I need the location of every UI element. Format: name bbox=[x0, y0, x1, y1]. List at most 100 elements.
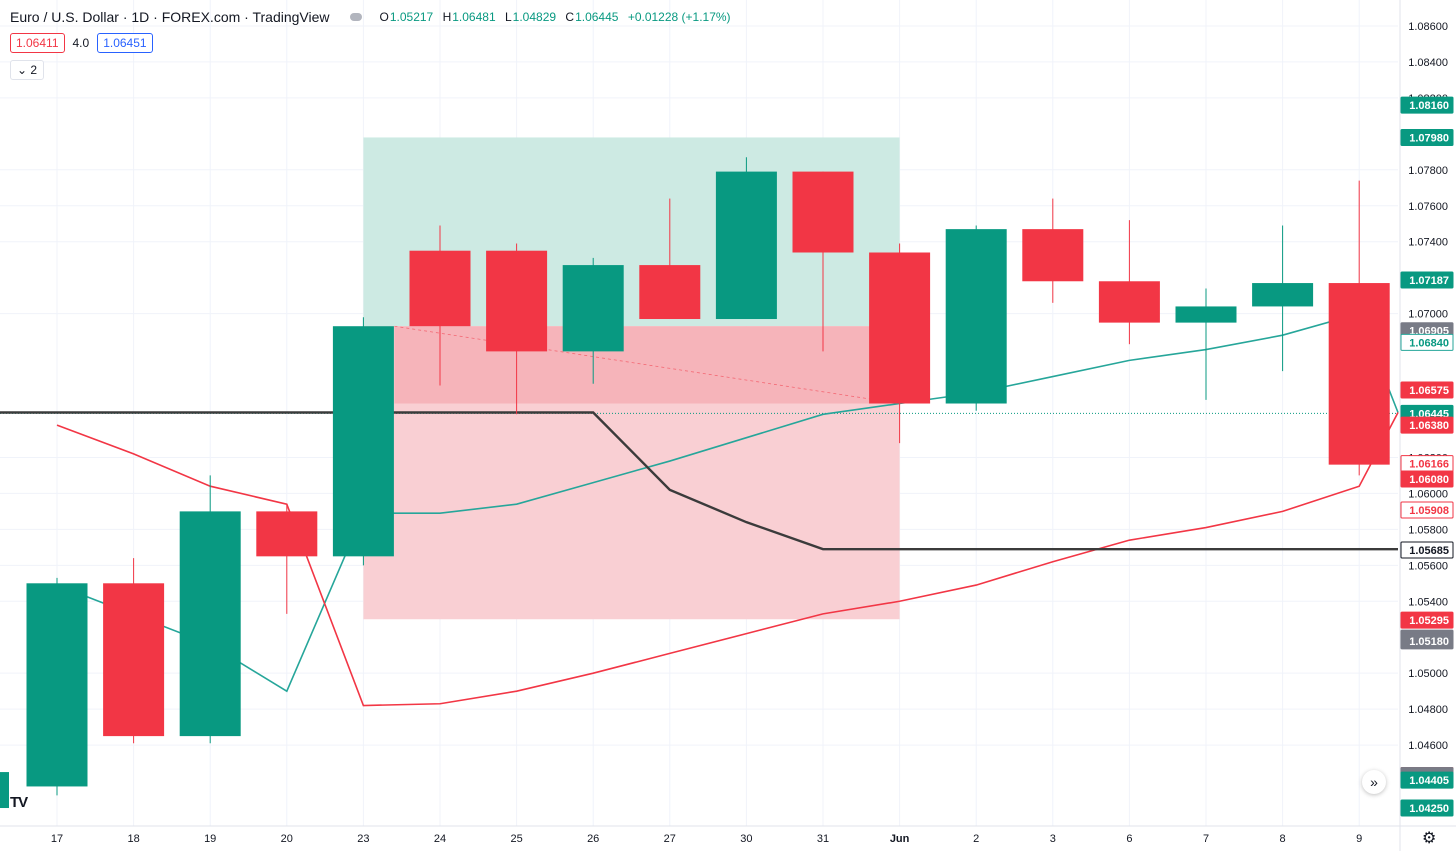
candle-body bbox=[179, 511, 241, 737]
candle-body bbox=[792, 171, 854, 253]
candle-body bbox=[1328, 283, 1390, 465]
candle-body bbox=[1098, 281, 1160, 323]
candle-body bbox=[1022, 229, 1084, 282]
time-tick-label: Jun bbox=[890, 833, 910, 845]
indicator-count: 2 bbox=[30, 63, 38, 77]
price-label: 1.07980 bbox=[1409, 132, 1449, 144]
price-tick-label: 1.04800 bbox=[1408, 704, 1448, 716]
close-value: 1.06445 bbox=[575, 10, 619, 24]
change-value: +0.01228 (+1.17%) bbox=[627, 10, 731, 24]
price-label: 1.05180 bbox=[1409, 636, 1449, 648]
tradingview-logo-icon[interactable]: TV bbox=[10, 794, 28, 811]
price-label-box bbox=[1400, 96, 1454, 114]
spread-value: 4.0 bbox=[72, 36, 90, 50]
buy-button[interactable]: 1.06451 bbox=[97, 33, 153, 53]
price-label: 1.06840 bbox=[1409, 337, 1449, 349]
price-label: 1.05685 bbox=[1409, 545, 1449, 557]
price-tick-label: 1.04600 bbox=[1408, 740, 1448, 752]
open-key: O bbox=[379, 10, 389, 24]
time-tick-label: 7 bbox=[1203, 833, 1209, 845]
scroll-to-realtime-button[interactable]: » bbox=[1362, 770, 1386, 794]
low-key: L bbox=[504, 10, 512, 24]
candle-body bbox=[1252, 283, 1314, 307]
market-status-icon[interactable] bbox=[349, 13, 362, 21]
candle-body bbox=[486, 250, 548, 352]
time-tick-label: 30 bbox=[740, 833, 752, 845]
price-label: 1.06575 bbox=[1409, 385, 1449, 397]
price-tick-label: 1.05000 bbox=[1408, 668, 1448, 680]
time-tick-label: 3 bbox=[1050, 833, 1056, 845]
candle-body bbox=[256, 511, 318, 557]
indicators-toggle-button[interactable]: ⌄ 2 bbox=[10, 60, 45, 80]
double-chevron-right-icon: » bbox=[1370, 774, 1378, 790]
price-tick-label: 1.07400 bbox=[1408, 237, 1448, 249]
sell-button[interactable]: 1.06411 bbox=[10, 33, 65, 53]
price-label-box bbox=[1400, 541, 1454, 559]
partial-candle-body bbox=[0, 772, 9, 809]
gear-icon[interactable]: ⚙ bbox=[1422, 830, 1437, 847]
candle-body bbox=[26, 583, 88, 787]
candle-body bbox=[562, 265, 624, 352]
price-label: 1.07187 bbox=[1409, 275, 1449, 287]
price-label-box bbox=[1400, 333, 1454, 351]
price-tick-label: 1.05400 bbox=[1408, 596, 1448, 608]
price-label-box bbox=[1400, 771, 1454, 789]
time-tick-label: 2 bbox=[973, 833, 979, 845]
time-tick-label: 6 bbox=[1126, 833, 1132, 845]
time-tick-label: 20 bbox=[281, 833, 293, 845]
time-tick-label: 31 bbox=[817, 833, 829, 845]
price-tick-label: 1.07000 bbox=[1408, 309, 1448, 321]
price-label: 1.04405 bbox=[1409, 775, 1449, 787]
price-label-box bbox=[1400, 271, 1454, 289]
time-tick-label: 8 bbox=[1280, 833, 1286, 845]
price-tick-label: 1.05600 bbox=[1408, 560, 1448, 572]
price-label-box bbox=[1400, 632, 1454, 650]
candle-body bbox=[1175, 306, 1237, 323]
high-key: H bbox=[442, 10, 452, 24]
indicator-line-2 bbox=[0, 411, 1398, 551]
price-label: 1.08160 bbox=[1409, 100, 1449, 112]
low-value: 1.04829 bbox=[512, 10, 557, 24]
price-tick-label: 1.07800 bbox=[1408, 165, 1448, 177]
close-key: C bbox=[565, 10, 575, 24]
price-label-box bbox=[1400, 799, 1454, 817]
candle-body bbox=[715, 171, 777, 320]
candle-body bbox=[332, 326, 394, 557]
price-label: 1.06166 bbox=[1409, 459, 1449, 471]
symbol-title[interactable]: Euro / U.S. Dollar · 1D · FOREX.com · Tr… bbox=[10, 9, 330, 25]
price-label-box bbox=[1400, 501, 1454, 519]
time-tick-label: 25 bbox=[510, 833, 522, 845]
price-tick-label: 1.08400 bbox=[1408, 57, 1448, 69]
candle-body bbox=[409, 250, 471, 327]
time-tick-label: 27 bbox=[664, 833, 676, 845]
high-value: 1.06481 bbox=[452, 10, 496, 24]
candle-body bbox=[103, 583, 165, 737]
candle-body bbox=[945, 229, 1007, 404]
ohlc-readout: O1.05217 H1.06481 L1.04829 C1.06445 +0.0… bbox=[380, 10, 737, 24]
price-tick-label: 1.08600 bbox=[1408, 21, 1448, 33]
chart-header: Euro / U.S. Dollar · 1D · FOREX.com · Tr… bbox=[10, 9, 737, 25]
time-tick-label: 24 bbox=[434, 833, 446, 845]
price-tick-label: 1.06000 bbox=[1408, 488, 1448, 500]
entry-trend-line bbox=[394, 325, 900, 404]
quote-row: 1.06411 4.0 1.06451 bbox=[10, 33, 153, 53]
price-label: 1.06080 bbox=[1409, 474, 1449, 486]
time-tick-label: 19 bbox=[204, 833, 216, 845]
price-label: 1.05908 bbox=[1409, 505, 1449, 517]
price-label-box bbox=[1400, 381, 1454, 399]
time-tick-label: 17 bbox=[51, 833, 63, 845]
price-label: 1.05295 bbox=[1409, 615, 1449, 627]
price-label-box bbox=[1400, 128, 1454, 146]
time-tick-label: 18 bbox=[127, 833, 139, 845]
candle-body bbox=[869, 252, 931, 404]
time-tick-label: 9 bbox=[1356, 833, 1362, 845]
price-tick-label: 1.07600 bbox=[1408, 201, 1448, 213]
price-tick-label: 1.05800 bbox=[1408, 524, 1448, 536]
price-label-box bbox=[1400, 416, 1454, 434]
time-tick-label: 23 bbox=[357, 833, 369, 845]
price-label: 1.06380 bbox=[1409, 420, 1449, 432]
candle-body bbox=[639, 265, 701, 320]
price-label-box bbox=[1400, 470, 1454, 488]
